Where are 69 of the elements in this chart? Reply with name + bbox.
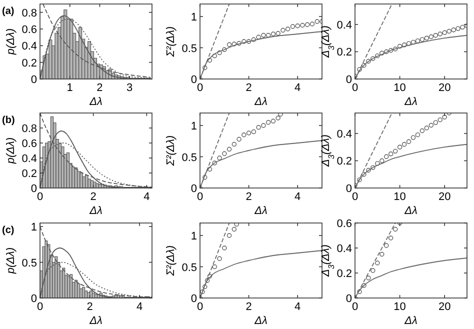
- y-tick-label: 0.5: [22, 257, 37, 270]
- x-axis-title: Δλ: [254, 205, 268, 217]
- x-tick-label: 1: [66, 82, 73, 94]
- x-tick-label: 4: [294, 301, 301, 313]
- y-tick-label: 0.4: [22, 153, 37, 165]
- x-axis-title: Δλ: [404, 96, 418, 108]
- x-tick-label: 4: [294, 82, 301, 94]
- y-tick-label: 0: [346, 74, 352, 86]
- y-tick-label: 0: [346, 183, 352, 195]
- x-tick-label: 2: [246, 82, 252, 94]
- text: (a): [2, 6, 14, 17]
- x-axis-title: Δλ: [254, 96, 268, 108]
- x-tick-label: 20: [438, 82, 451, 94]
- x-axis-title: Δλ: [254, 315, 268, 327]
- y-axis-title: Σ²(Δλ): [165, 134, 177, 167]
- y-tick-label: 0.2: [336, 46, 352, 59]
- y-axis-title: Σ²(Δλ): [165, 244, 177, 277]
- y-tick-label: 1: [30, 222, 37, 234]
- y-tick-label: 0.6: [336, 218, 352, 230]
- y-tick-label: 0.4: [336, 243, 352, 255]
- y-tick-label: 0.5: [182, 42, 197, 55]
- x-tick-label: 20: [438, 191, 451, 203]
- y-tick-label: 0: [190, 183, 197, 195]
- y-tick-label: 0.4: [22, 40, 37, 53]
- x-tick-label: 4: [136, 301, 143, 313]
- y-tick-label: 0: [190, 293, 197, 305]
- y-tick-label: 0.2: [336, 156, 352, 168]
- y-tick-label: 0.6: [22, 24, 37, 36]
- x-tick-label: 10: [394, 82, 406, 94]
- x-tick-label: 2: [246, 301, 252, 313]
- y-tick-label: 0: [190, 74, 197, 86]
- y-tick-label: 0.4: [336, 19, 352, 32]
- y-tick-label: 1: [190, 120, 197, 132]
- y-tick-label: 0.5: [182, 262, 197, 274]
- x-axis-title: Δλ: [404, 205, 418, 217]
- y-tick-label: 0: [30, 183, 37, 195]
- x-tick-label: 2: [90, 191, 96, 203]
- y-axis-title: Σ²(Δλ): [165, 26, 177, 58]
- text: (c): [2, 225, 14, 236]
- y-axis-title: p(Δλ): [5, 28, 17, 56]
- y-tick-label: 0.6: [22, 138, 37, 150]
- text: (b): [2, 115, 15, 126]
- x-tick-label: 3: [126, 82, 133, 94]
- x-tick-label: 2: [246, 191, 252, 203]
- y-tick-label: 0.8: [22, 123, 37, 135]
- x-axis-title: Δλ: [88, 205, 102, 217]
- y-tick-label: 0.5: [182, 152, 197, 164]
- x-tick-label: 2: [96, 82, 103, 94]
- y-axis-title: p(Δλ): [5, 137, 17, 165]
- y-tick-label: 0.2: [22, 168, 37, 180]
- x-tick-label: 10: [394, 191, 406, 203]
- x-tick-label: 4: [144, 191, 150, 203]
- x-tick-label: 10: [394, 301, 406, 313]
- y-axis-title: p(Δλ): [5, 247, 17, 275]
- x-axis-title: Δλ: [404, 315, 418, 327]
- y-tick-label: 0.2: [336, 268, 352, 280]
- y-tick-label: 0: [30, 293, 37, 305]
- y-tick-label: 1: [190, 12, 197, 24]
- y-tick-label: 0: [30, 74, 37, 86]
- x-tick-label: 2: [86, 301, 93, 313]
- x-axis-title: Δλ: [88, 96, 102, 108]
- x-tick-label: 4: [294, 191, 301, 203]
- x-axis-title: Δλ: [88, 315, 102, 327]
- y-tick-label: 0.4: [336, 128, 352, 140]
- y-tick-label: 0.8: [22, 7, 37, 20]
- y-tick-label: 0.2: [22, 57, 37, 70]
- y-tick-label: 0: [346, 293, 352, 305]
- x-tick-label: 20: [438, 301, 451, 313]
- y-tick-label: 1: [190, 230, 197, 242]
